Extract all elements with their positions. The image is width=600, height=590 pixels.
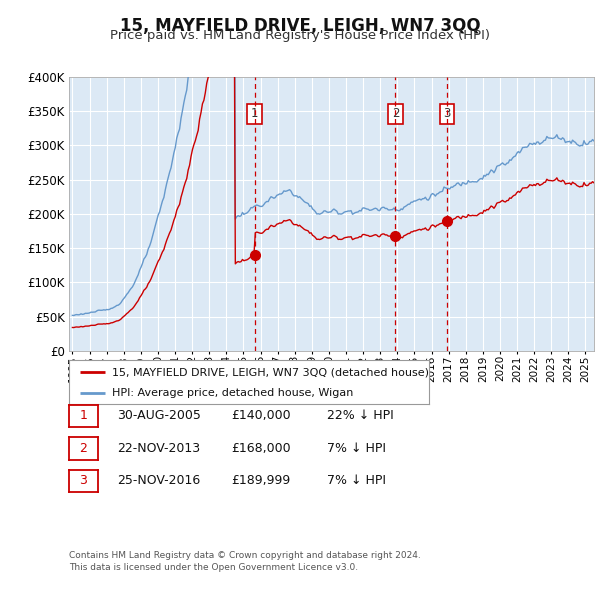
Text: 7% ↓ HPI: 7% ↓ HPI [327, 442, 386, 455]
Text: 3: 3 [79, 474, 88, 487]
Text: 1: 1 [251, 107, 259, 120]
Text: £140,000: £140,000 [231, 409, 290, 422]
Text: 2: 2 [79, 442, 88, 455]
Text: 22-NOV-2013: 22-NOV-2013 [117, 442, 200, 455]
Text: 30-AUG-2005: 30-AUG-2005 [117, 409, 201, 422]
Text: 22% ↓ HPI: 22% ↓ HPI [327, 409, 394, 422]
Text: HPI: Average price, detached house, Wigan: HPI: Average price, detached house, Wiga… [112, 388, 353, 398]
Text: Price paid vs. HM Land Registry's House Price Index (HPI): Price paid vs. HM Land Registry's House … [110, 30, 490, 42]
Text: 25-NOV-2016: 25-NOV-2016 [117, 474, 200, 487]
Text: £189,999: £189,999 [231, 474, 290, 487]
Text: 1: 1 [79, 409, 88, 422]
Text: This data is licensed under the Open Government Licence v3.0.: This data is licensed under the Open Gov… [69, 563, 358, 572]
Text: Contains HM Land Registry data © Crown copyright and database right 2024.: Contains HM Land Registry data © Crown c… [69, 552, 421, 560]
Text: £168,000: £168,000 [231, 442, 290, 455]
Text: 15, MAYFIELD DRIVE, LEIGH, WN7 3QQ: 15, MAYFIELD DRIVE, LEIGH, WN7 3QQ [119, 17, 481, 35]
Text: 2: 2 [392, 107, 399, 120]
Text: 3: 3 [443, 107, 451, 120]
Text: 15, MAYFIELD DRIVE, LEIGH, WN7 3QQ (detached house): 15, MAYFIELD DRIVE, LEIGH, WN7 3QQ (deta… [112, 368, 429, 377]
Text: 7% ↓ HPI: 7% ↓ HPI [327, 474, 386, 487]
